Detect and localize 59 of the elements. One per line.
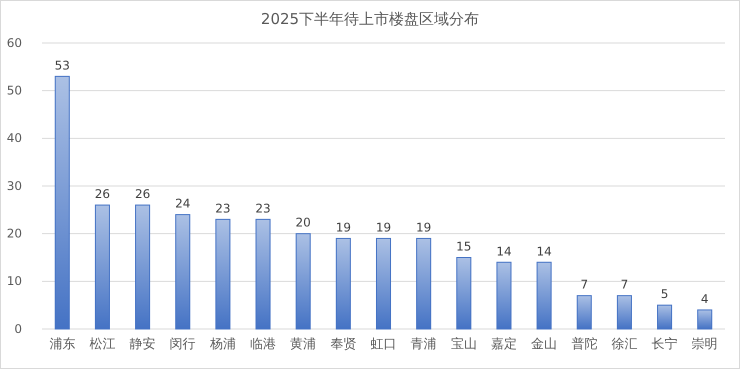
x-tick-label: 黄浦 xyxy=(290,337,316,352)
x-tick-label: 崇明 xyxy=(692,337,718,352)
bar xyxy=(54,76,70,330)
bar xyxy=(616,295,632,330)
x-tick-label: 临港 xyxy=(250,337,276,352)
data-label: 14 xyxy=(496,244,512,258)
bar xyxy=(376,238,392,330)
data-label: 53 xyxy=(54,58,70,72)
y-tick-label: 30 xyxy=(6,178,22,193)
y-tick-label: 20 xyxy=(6,226,22,241)
data-label: 24 xyxy=(175,196,190,211)
data-label: 23 xyxy=(215,201,231,216)
bar xyxy=(657,304,672,330)
bar xyxy=(536,262,552,330)
chart-title: 2025下半年待上市楼盘区域分布 xyxy=(260,10,480,28)
x-tick-label: 宝山 xyxy=(450,336,477,352)
data-label: 7 xyxy=(580,278,588,292)
bar xyxy=(697,309,712,330)
x-tick-label: 普陀 xyxy=(571,336,598,352)
data-label: 23 xyxy=(255,201,271,216)
bar xyxy=(215,218,230,330)
bar xyxy=(336,238,351,330)
x-tick-label: 松江 xyxy=(89,337,116,352)
y-tick-label: 40 xyxy=(6,131,22,146)
x-tick-label: 闵行 xyxy=(170,337,196,352)
x-tick-label: 奉贤 xyxy=(330,337,356,352)
x-tick-label: 青浦 xyxy=(410,337,437,352)
x-tick-label: 静安 xyxy=(130,336,156,352)
y-tick-label: 10 xyxy=(6,274,22,288)
data-label: 19 xyxy=(376,220,392,234)
bar xyxy=(296,233,311,330)
x-tick-label: 杨浦 xyxy=(208,337,236,352)
data-label: 15 xyxy=(456,240,472,254)
bar xyxy=(135,204,150,330)
bar xyxy=(576,295,592,330)
bar xyxy=(256,218,271,330)
data-label: 7 xyxy=(620,278,628,292)
data-label: 26 xyxy=(94,187,110,202)
bar xyxy=(456,257,472,330)
y-tick-label: 0 xyxy=(14,322,22,336)
data-label: 14 xyxy=(536,244,552,258)
data-label: 5 xyxy=(660,287,668,302)
x-tick-label: 长宁 xyxy=(652,336,678,352)
bar xyxy=(416,238,432,330)
x-tick-label: 金山 xyxy=(531,337,558,352)
data-label: 19 xyxy=(336,220,351,234)
bar xyxy=(175,214,190,330)
data-label: 19 xyxy=(416,220,432,234)
x-tick-label: 虹口 xyxy=(370,337,396,352)
bar xyxy=(94,204,110,330)
data-label: 20 xyxy=(296,216,311,230)
y-tick-label: 50 xyxy=(6,84,22,98)
x-tick-label: 嘉定 xyxy=(490,337,517,352)
data-label: 26 xyxy=(134,187,150,202)
x-tick-label: 徐汇 xyxy=(611,337,638,352)
x-tick-label: 浦东 xyxy=(49,337,76,352)
data-label: 4 xyxy=(700,292,709,306)
bar xyxy=(496,262,512,330)
y-tick-label: 60 xyxy=(6,36,22,50)
